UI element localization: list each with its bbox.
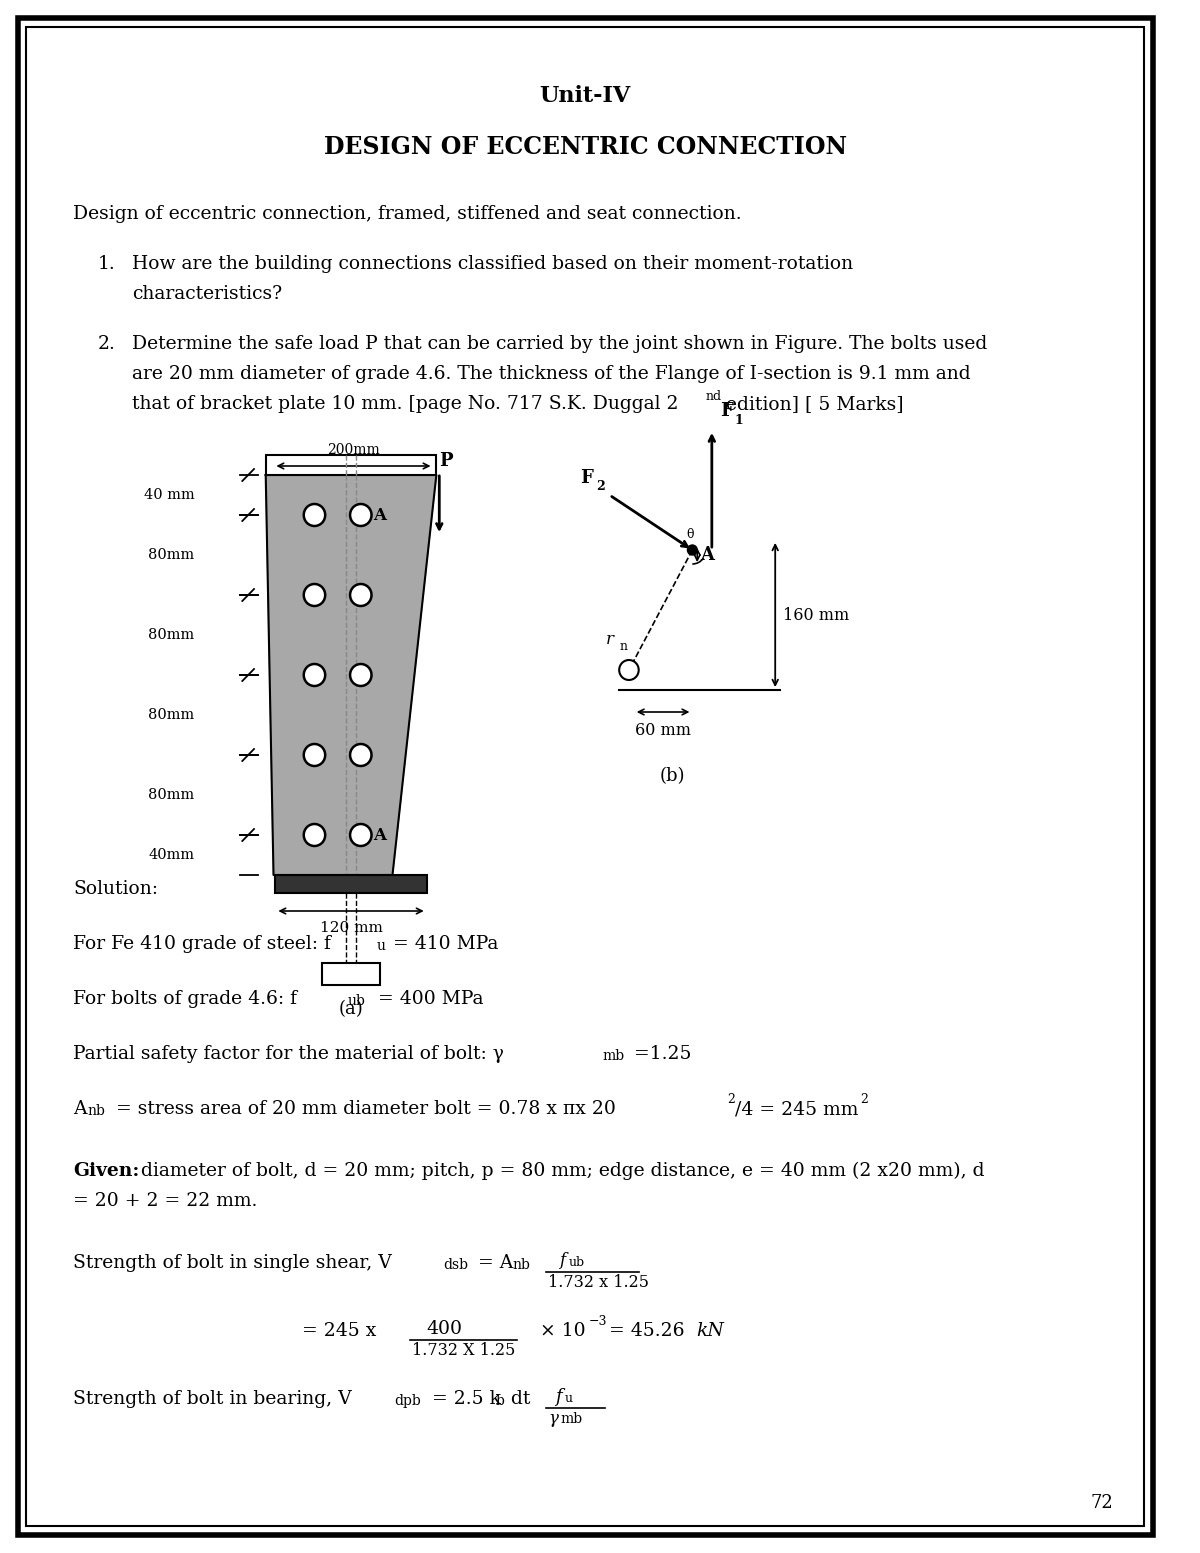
Text: F: F [720, 402, 732, 419]
Text: 80mm: 80mm [149, 627, 194, 641]
Text: = 2.5 k: = 2.5 k [426, 1390, 500, 1409]
Text: 160 mm: 160 mm [784, 607, 850, 623]
Text: A: A [373, 826, 386, 843]
Text: kN: kN [696, 1322, 724, 1340]
Text: = stress area of 20 mm diameter bolt = 0.78 x πx 20: = stress area of 20 mm diameter bolt = 0… [110, 1100, 616, 1118]
Text: 2: 2 [595, 480, 605, 492]
Text: (a): (a) [338, 1000, 364, 1019]
Text: edition] [ 5 Marks]: edition] [ 5 Marks] [720, 394, 904, 413]
Text: mb: mb [560, 1412, 583, 1426]
Text: A: A [700, 547, 714, 564]
Text: that of bracket plate 10 mm. [page No. 717 S.K. Duggal 2: that of bracket plate 10 mm. [page No. 7… [132, 394, 678, 413]
Circle shape [350, 505, 372, 526]
Text: Design of eccentric connection, framed, stiffened and seat connection.: Design of eccentric connection, framed, … [73, 205, 742, 224]
Bar [322, 963, 380, 985]
Text: diameter of bolt, d = 20 mm; pitch, p = 80 mm; edge distance, e = 40 mm (2 x20 m: diameter of bolt, d = 20 mm; pitch, p = … [134, 1162, 984, 1180]
Text: dt: dt [505, 1390, 530, 1409]
Text: P: P [439, 452, 452, 471]
Text: 1.732 X 1.25: 1.732 X 1.25 [413, 1342, 516, 1359]
Text: 120 mm: 120 mm [319, 921, 383, 935]
Text: ub: ub [347, 994, 365, 1008]
Text: f: f [554, 1388, 562, 1405]
Text: characteristics?: characteristics? [132, 286, 282, 303]
Text: = 45.26: = 45.26 [602, 1322, 690, 1340]
FancyBboxPatch shape [18, 19, 1152, 1534]
Text: How are the building connections classified based on their moment-rotation: How are the building connections classif… [132, 255, 853, 273]
Circle shape [304, 505, 325, 526]
Text: (b): (b) [660, 767, 685, 784]
Text: 2: 2 [727, 1093, 736, 1106]
Text: = 245 x: = 245 x [302, 1322, 377, 1340]
Text: ub: ub [569, 1256, 584, 1269]
Text: 40mm: 40mm [149, 848, 194, 862]
Text: are 20 mm diameter of grade 4.6. The thickness of the Flange of I-section is 9.1: are 20 mm diameter of grade 4.6. The thi… [132, 365, 971, 384]
Circle shape [304, 825, 325, 846]
Text: n: n [619, 640, 628, 654]
Text: Solution:: Solution: [73, 881, 158, 898]
Text: −3: −3 [589, 1315, 607, 1328]
Text: nb: nb [88, 1104, 106, 1118]
Circle shape [350, 744, 372, 766]
Text: γ: γ [548, 1410, 558, 1427]
Text: 200mm: 200mm [328, 443, 380, 457]
Text: =1.25: =1.25 [628, 1045, 691, 1062]
Text: DESIGN OF ECCENTRIC CONNECTION: DESIGN OF ECCENTRIC CONNECTION [324, 135, 847, 158]
Text: A: A [373, 506, 386, 523]
Text: r: r [606, 632, 613, 649]
Text: F: F [580, 469, 593, 488]
Bar [265, 455, 437, 475]
Text: 80mm: 80mm [149, 548, 194, 562]
Circle shape [350, 825, 372, 846]
Text: 400: 400 [426, 1320, 462, 1339]
Circle shape [304, 584, 325, 606]
Text: mb: mb [602, 1048, 625, 1062]
Text: Given:: Given: [73, 1162, 139, 1180]
Text: 1.: 1. [97, 255, 115, 273]
Text: nd: nd [706, 390, 722, 402]
Text: u: u [377, 940, 385, 954]
Text: For bolts of grade 4.6: f: For bolts of grade 4.6: f [73, 989, 298, 1008]
FancyBboxPatch shape [26, 26, 1144, 1527]
Text: = 410 MPa: = 410 MPa [388, 935, 498, 954]
Text: = 20 + 2 = 22 mm.: = 20 + 2 = 22 mm. [73, 1193, 258, 1210]
Text: 2: 2 [860, 1093, 868, 1106]
Text: 80mm: 80mm [149, 708, 194, 722]
Text: 72: 72 [1091, 1494, 1114, 1513]
Circle shape [688, 545, 697, 554]
Text: = 400 MPa: = 400 MPa [372, 989, 484, 1008]
Polygon shape [265, 475, 437, 874]
Text: Strength of bolt in bearing, V: Strength of bolt in bearing, V [73, 1390, 352, 1409]
Text: 2.: 2. [97, 335, 115, 353]
Circle shape [350, 665, 372, 686]
Text: Partial safety factor for the material of bolt: γ: Partial safety factor for the material o… [73, 1045, 504, 1062]
Text: = A: = A [472, 1253, 514, 1272]
Text: 60 mm: 60 mm [635, 722, 691, 739]
Circle shape [350, 584, 372, 606]
Text: Determine the safe load P that can be carried by the joint shown in Figure. The : Determine the safe load P that can be ca… [132, 335, 986, 353]
Circle shape [619, 660, 638, 680]
Bar [276, 874, 427, 893]
Text: dsb: dsb [444, 1258, 469, 1272]
Text: A: A [73, 1100, 86, 1118]
Text: nb: nb [512, 1258, 530, 1272]
Text: × 10: × 10 [534, 1322, 586, 1340]
Text: 40 mm: 40 mm [144, 488, 194, 502]
Text: f: f [559, 1252, 565, 1269]
Text: 1: 1 [734, 415, 743, 427]
Text: Unit-IV: Unit-IV [540, 85, 631, 107]
Text: /4 = 245 mm: /4 = 245 mm [736, 1100, 859, 1118]
Text: Strength of bolt in single shear, V: Strength of bolt in single shear, V [73, 1253, 392, 1272]
Text: For Fe 410 grade of steel: f: For Fe 410 grade of steel: f [73, 935, 331, 954]
Text: b: b [496, 1395, 504, 1409]
Circle shape [304, 744, 325, 766]
Text: θ: θ [686, 528, 694, 540]
Text: dpb: dpb [394, 1395, 421, 1409]
Text: 80mm: 80mm [149, 787, 194, 801]
Text: 1.732 x 1.25: 1.732 x 1.25 [548, 1273, 649, 1291]
Circle shape [304, 665, 325, 686]
Text: u: u [564, 1391, 572, 1405]
